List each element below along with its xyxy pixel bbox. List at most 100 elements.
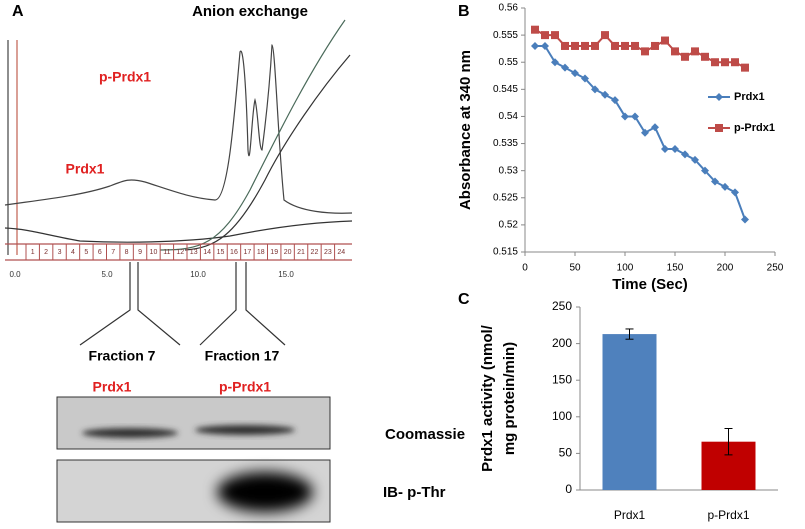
- y-tick-label: 100: [552, 409, 572, 423]
- fraction-number: 19: [270, 249, 278, 256]
- marker: [671, 144, 679, 153]
- fraction-number: 4: [71, 249, 75, 256]
- marker: [571, 41, 579, 50]
- y-tick-label: 0.53: [499, 165, 519, 176]
- axis-label: 15.0: [278, 270, 294, 279]
- legend-label: Prdx1: [734, 91, 765, 103]
- y-tick-label: 200: [552, 336, 572, 350]
- fraction-number: 6: [98, 249, 102, 256]
- chromatogram: [4, 19, 353, 261]
- marker: [561, 41, 569, 50]
- marker: [641, 47, 649, 56]
- marker: [551, 58, 559, 67]
- marker: [661, 144, 669, 153]
- peak-label: Prdx1: [66, 161, 105, 177]
- marker: [581, 74, 589, 83]
- peak-label: p-Prdx1: [99, 69, 151, 85]
- error-bar: [625, 328, 634, 340]
- fraction-number: 23: [324, 249, 332, 256]
- fraction-number: 7: [111, 249, 115, 256]
- marker: [711, 177, 719, 186]
- marker: [721, 182, 729, 191]
- fraction-number: 9: [138, 249, 142, 256]
- x-tick-label: Prdx1: [614, 508, 646, 522]
- x-tick-label: 250: [767, 263, 784, 274]
- y-tick-label: 0: [565, 482, 572, 496]
- panel-label: A: [12, 3, 24, 20]
- panel-label: C: [458, 291, 470, 308]
- fraction-number: 20: [284, 249, 292, 256]
- panel-label: B: [458, 3, 470, 20]
- marker: [591, 41, 599, 50]
- y-axis-label: Absorbance at 340 nm: [457, 50, 474, 210]
- marker: [711, 58, 719, 67]
- marker: [681, 150, 689, 159]
- y-tick-label: 0.525: [493, 192, 518, 203]
- panel-title: Anion exchange: [192, 3, 308, 20]
- y-tick-label: 250: [552, 299, 572, 313]
- marker: [671, 47, 679, 56]
- bar: [602, 334, 657, 490]
- axis-label: 10.0: [190, 270, 206, 279]
- fraction-number: 13: [190, 249, 198, 256]
- fraction-number: 24: [337, 249, 345, 256]
- fraction-number: 8: [125, 249, 129, 256]
- marker: [631, 41, 639, 50]
- marker: [691, 47, 699, 56]
- y-tick-label: 150: [552, 372, 572, 386]
- legend-marker: [715, 124, 723, 132]
- band: [82, 428, 178, 438]
- x-tick-label: 100: [617, 263, 634, 274]
- marker: [531, 25, 539, 34]
- fraction-number: 17: [243, 249, 251, 256]
- fraction-number: 12: [176, 249, 184, 256]
- marker: [601, 90, 609, 99]
- lane-label: Prdx1: [93, 379, 132, 395]
- lane-label: p-Prdx1: [219, 379, 271, 395]
- y-axis-label: mg protein/min): [501, 342, 518, 455]
- marker: [731, 58, 739, 67]
- marker: [681, 52, 689, 61]
- marker: [531, 41, 539, 50]
- marker: [591, 85, 599, 94]
- y-tick-label: 0.515: [493, 247, 518, 258]
- x-tick-label: p-Prdx1: [707, 508, 749, 522]
- series-line: [535, 44, 746, 220]
- y-tick-label: 0.55: [499, 57, 519, 68]
- marker: [651, 123, 659, 132]
- x-tick-label: 50: [569, 263, 581, 274]
- band: [195, 425, 295, 435]
- marker: [701, 166, 709, 175]
- y-tick-label: 50: [559, 446, 573, 460]
- y-axis-label: Prdx1 activity (nmol/: [479, 324, 496, 472]
- x-tick-label: 150: [667, 263, 684, 274]
- marker: [581, 41, 589, 50]
- legend-marker: [715, 93, 723, 101]
- y-tick-label: 0.545: [493, 84, 518, 95]
- marker: [741, 63, 749, 72]
- marker: [631, 112, 639, 121]
- fraction-label: Fraction 17: [205, 348, 280, 364]
- band: [217, 472, 313, 512]
- fraction-number: 5: [84, 249, 88, 256]
- y-tick-label: 0.52: [499, 220, 519, 231]
- blot-label: IB- p-Thr: [383, 484, 446, 501]
- x-axis-label: Time (Sec): [612, 276, 688, 293]
- blot-label: Coomassie: [385, 426, 465, 443]
- y-tick-label: 0.56: [499, 3, 519, 14]
- fraction-number: 14: [203, 249, 211, 256]
- marker: [621, 41, 629, 50]
- fraction-number: 16: [230, 249, 238, 256]
- marker: [731, 188, 739, 197]
- error-bar: [724, 428, 733, 456]
- marker: [561, 63, 569, 72]
- marker: [651, 41, 659, 50]
- fraction-number: 3: [58, 249, 62, 256]
- marker: [611, 96, 619, 105]
- marker: [661, 36, 669, 45]
- marker: [741, 215, 749, 224]
- axis-label: 0.0: [9, 270, 21, 279]
- fraction-label: Fraction 7: [89, 348, 156, 364]
- marker: [551, 31, 559, 40]
